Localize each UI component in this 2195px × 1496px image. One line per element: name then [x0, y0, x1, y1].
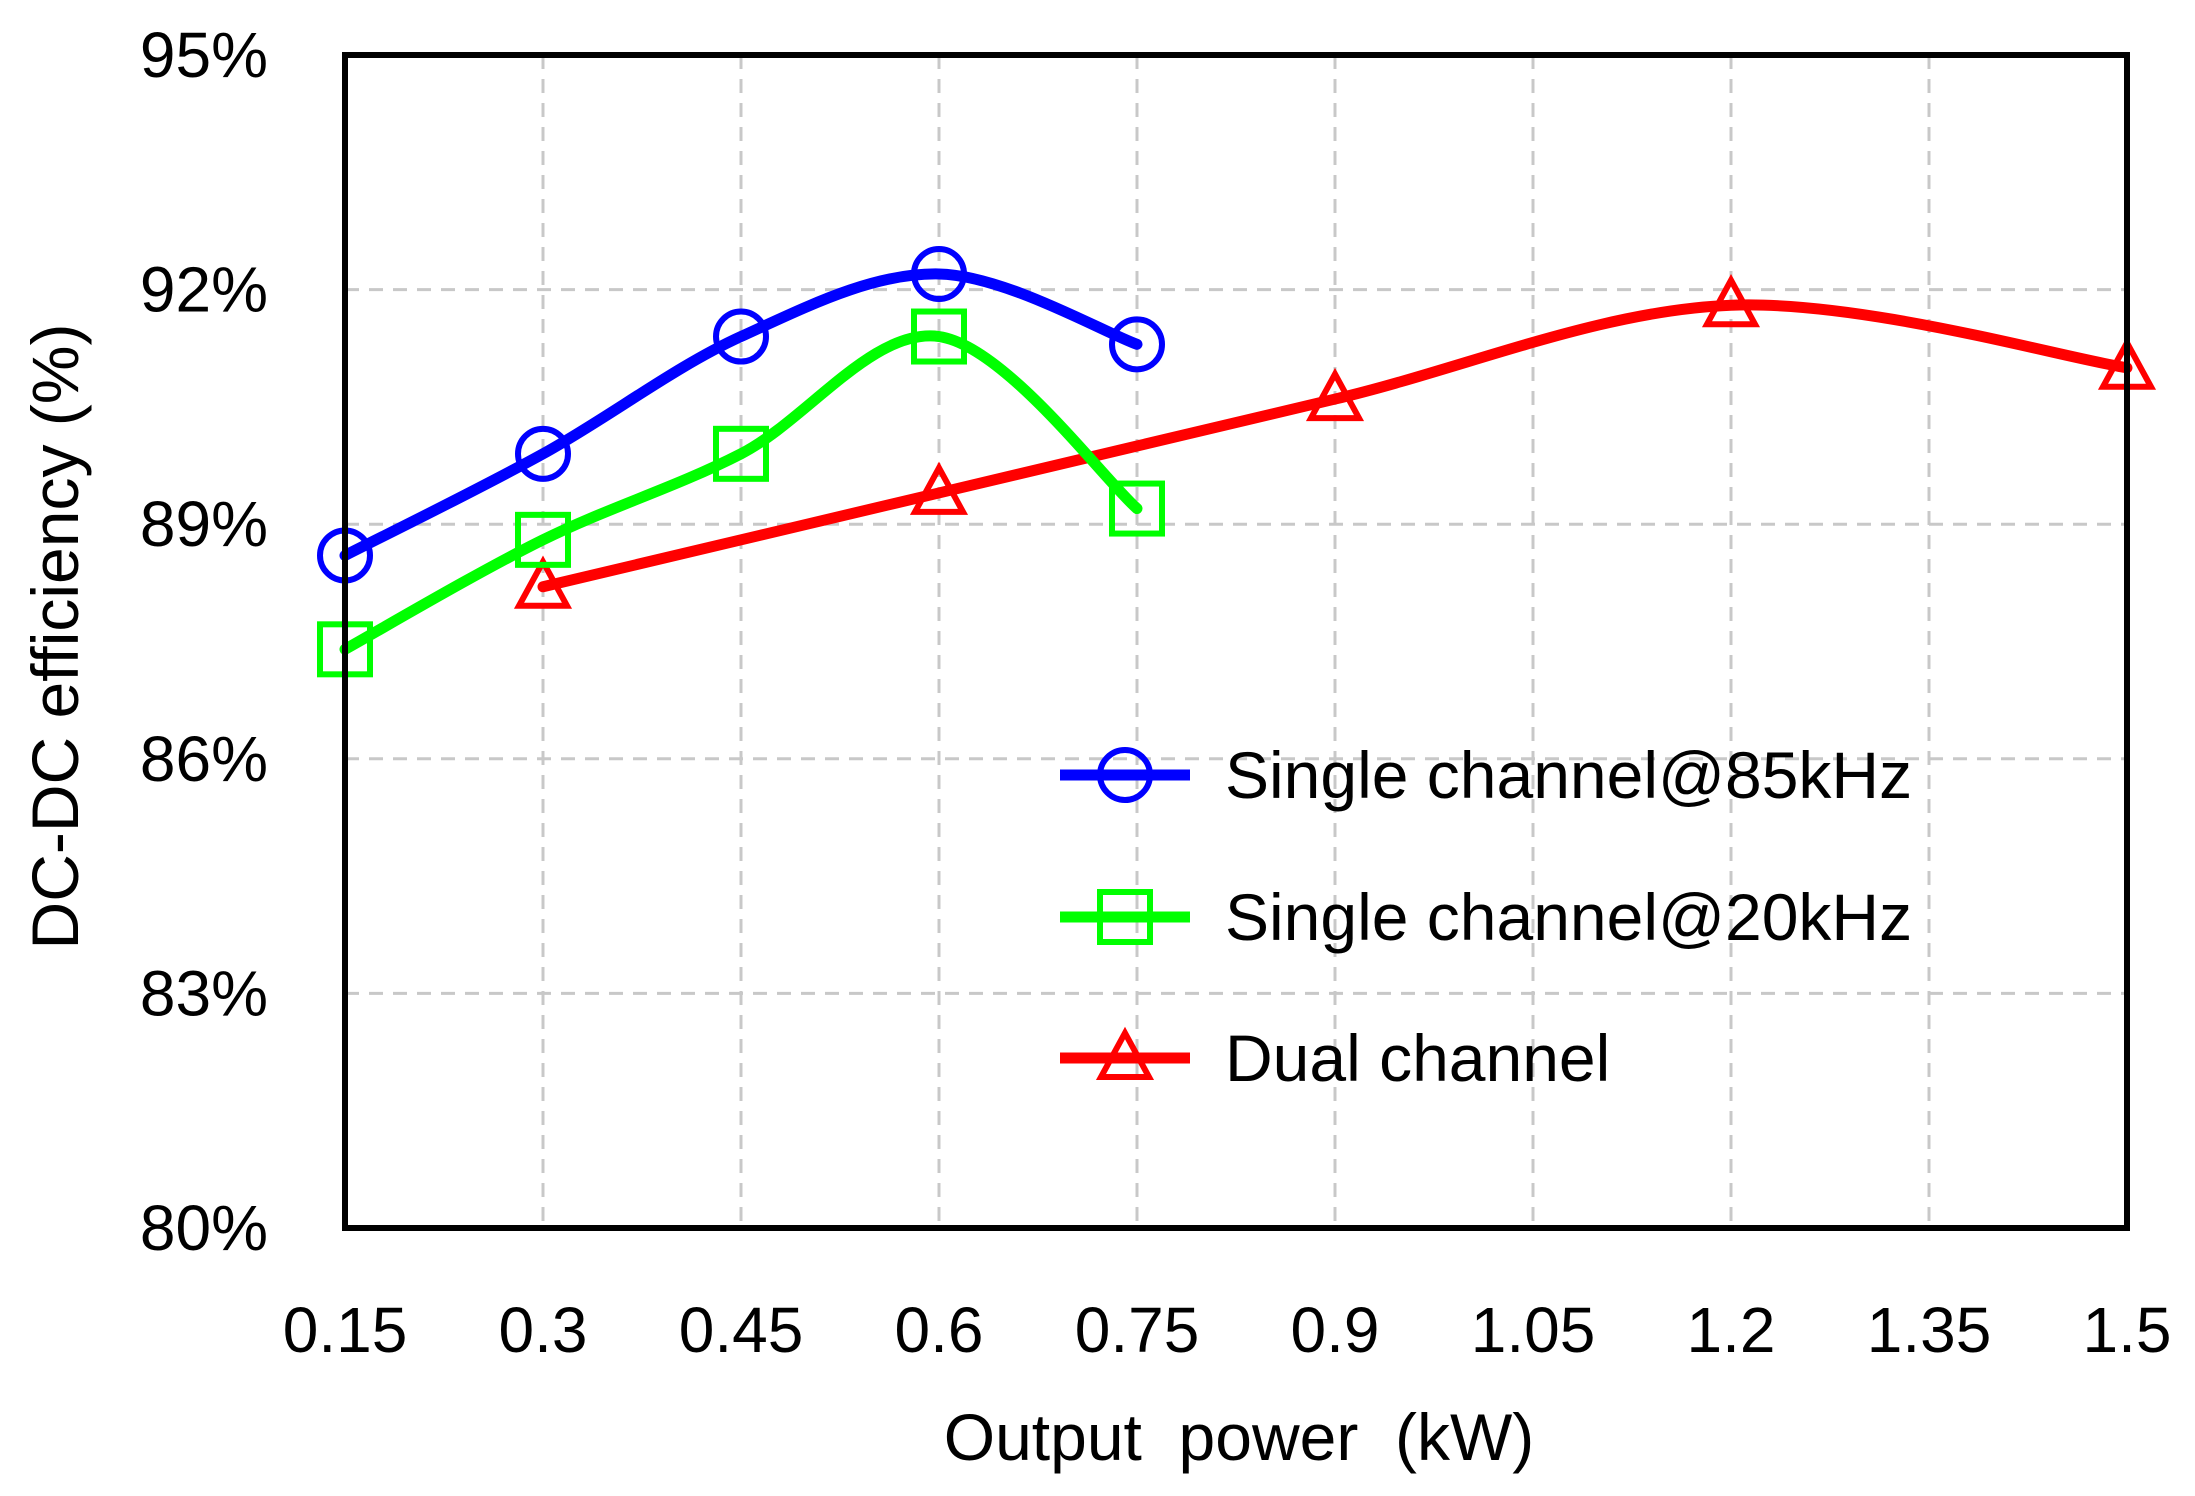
data-point-circle	[713, 308, 769, 365]
x-tick-label: 0.3	[499, 1294, 588, 1366]
data-point-square	[911, 308, 967, 365]
plot-frame	[342, 52, 2130, 1231]
y-tick-label: 80%	[140, 1192, 268, 1264]
legend-label: Single channel@20kHz	[1225, 880, 1912, 954]
x-tick-label: 0.9	[1291, 1294, 1380, 1366]
x-tick-label: 0.45	[679, 1294, 804, 1366]
legend: Single channel@85kHz Single channel@20kHz…	[1060, 738, 1912, 1095]
legend-label: Single channel@85kHz	[1225, 738, 1912, 812]
data-point-square	[1109, 480, 1165, 537]
x-tick-label: 0.6	[895, 1294, 984, 1366]
y-tick-label: 95%	[140, 19, 268, 91]
x-tick-label: 1.05	[1471, 1294, 1596, 1366]
series-line-triangle	[537, 299, 2133, 593]
data-point-square	[713, 425, 769, 482]
y-tick-label: 86%	[140, 723, 268, 795]
data-point-triangle	[1305, 367, 1365, 422]
y-axis-title: DC-DC efficiency (%)	[18, 324, 92, 950]
x-axis-title: Output power (kW)	[944, 1400, 1535, 1474]
legend-marker-triangle	[1095, 1026, 1155, 1080]
x-tick-label: 1.35	[1867, 1294, 1992, 1366]
data-point-circle	[515, 425, 571, 482]
x-tick-labels: 0.15 0.3 0.45 0.6 0.75 0.9 1.05 1.2 1.35 1.5	[283, 1294, 2172, 1366]
series-line-square	[339, 330, 1143, 655]
y-tick-label: 83%	[140, 957, 268, 1029]
series-line-circle	[339, 268, 1143, 561]
data-point-circle	[911, 245, 967, 302]
x-tick-label: 0.75	[1075, 1294, 1200, 1366]
x-tick-label: 1.5	[2083, 1294, 2172, 1366]
x-tick-label: 1.2	[1687, 1294, 1776, 1366]
data-point-triangle	[909, 461, 969, 515]
data-point-square	[515, 511, 571, 568]
y-tick-label: 92%	[140, 254, 268, 326]
legend-marker-square	[1097, 889, 1153, 945]
grid-lines	[345, 55, 2127, 1228]
data-point-triangle	[1701, 273, 1761, 328]
y-tick-label: 89%	[140, 488, 268, 560]
data-point-triangle	[513, 555, 573, 609]
x-tick-label: 0.15	[283, 1294, 408, 1366]
y-tick-labels: 80% 83% 86% 89% 92% 95%	[140, 19, 268, 1264]
legend-marker-circle	[1097, 747, 1153, 803]
legend-label: Dual channel	[1225, 1021, 1610, 1095]
data-point-circle	[1109, 316, 1165, 373]
series-lines	[339, 268, 2133, 655]
series-markers	[317, 245, 2157, 678]
